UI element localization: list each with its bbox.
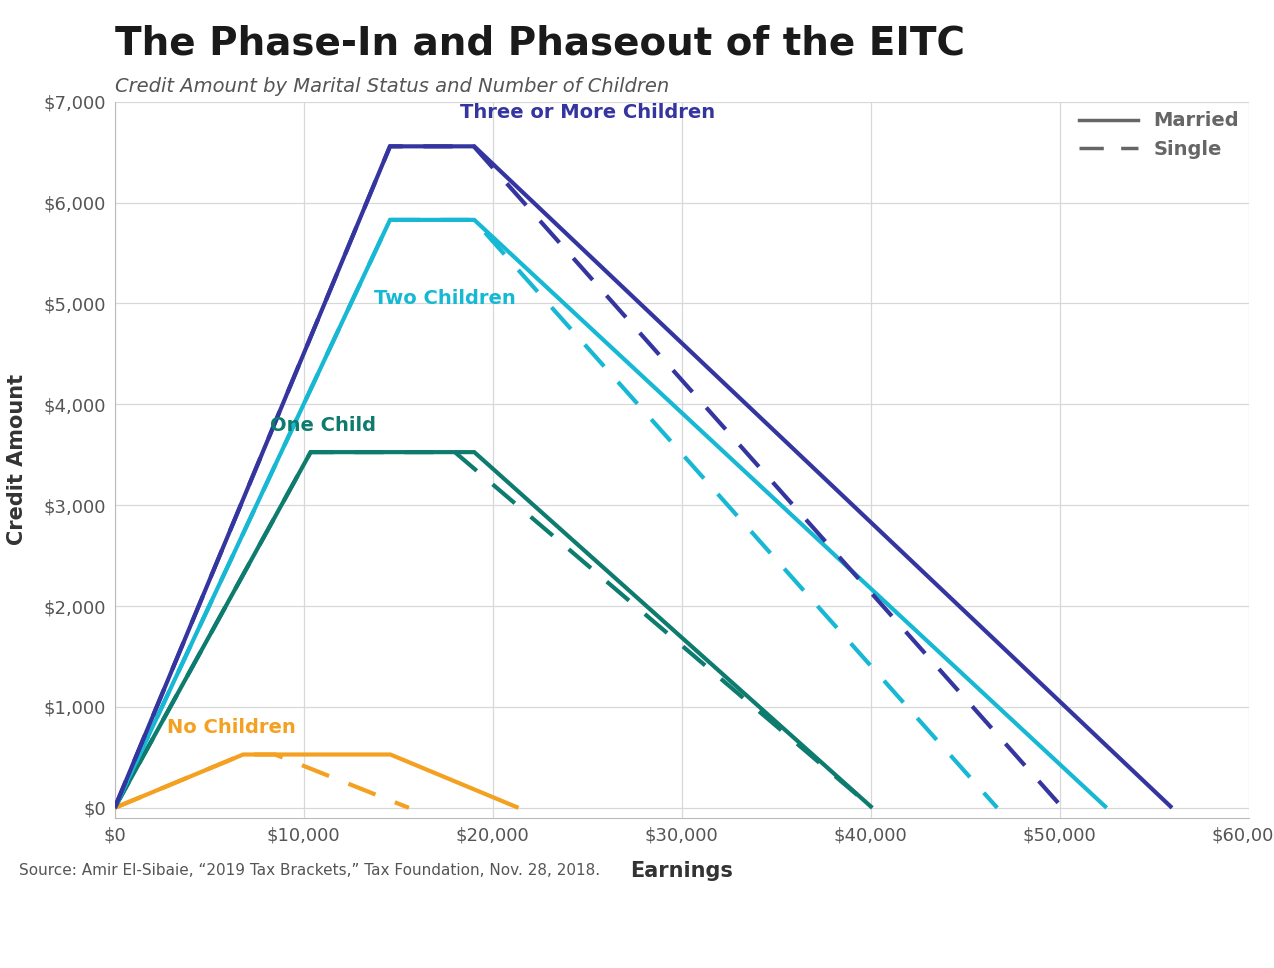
Text: Three or More Children: Three or More Children xyxy=(460,103,715,122)
X-axis label: Earnings: Earnings xyxy=(631,861,733,881)
Y-axis label: Credit Amount: Credit Amount xyxy=(8,375,27,545)
Text: Source: Amir El-Sibaie, “2019 Tax Brackets,” Tax Foundation, Nov. 28, 2018.: Source: Amir El-Sibaie, “2019 Tax Bracke… xyxy=(19,863,600,878)
Text: @TaxFoundation: @TaxFoundation xyxy=(1094,923,1255,943)
Legend: Married, Single: Married, Single xyxy=(1079,111,1238,159)
Text: Credit Amount by Marital Status and Number of Children: Credit Amount by Marital Status and Numb… xyxy=(115,77,669,97)
Text: No Children: No Children xyxy=(167,718,296,738)
Text: One Child: One Child xyxy=(270,415,376,435)
Text: Two Children: Two Children xyxy=(375,289,516,309)
Text: TAX FOUNDATION: TAX FOUNDATION xyxy=(19,923,225,943)
Text: The Phase-In and Phaseout of the EITC: The Phase-In and Phaseout of the EITC xyxy=(115,24,964,62)
